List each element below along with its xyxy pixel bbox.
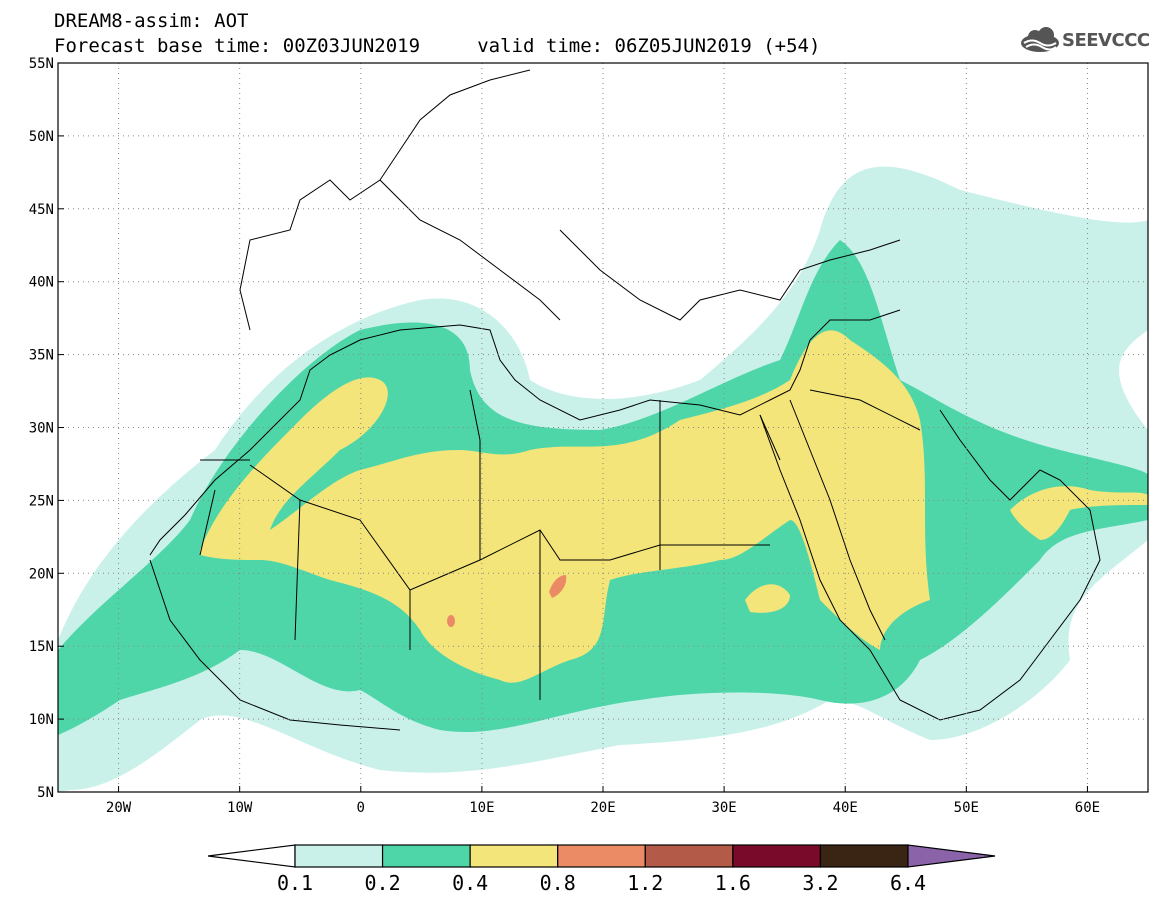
lat-label: 25N — [29, 493, 54, 509]
coastline-gulf-guinea — [149, 559, 401, 731]
colorbar-segment — [294, 844, 384, 868]
coastline-west-africa — [149, 309, 901, 556]
aot-band-0.8 — [447, 615, 455, 627]
longitude-labels: 20W 10W 0 10E 20E 30E 40E 50E 60E — [106, 800, 1100, 816]
coastline-europe — [239, 69, 901, 331]
aot-band-0.4 — [745, 584, 790, 613]
colorbar-segment — [469, 844, 559, 868]
lat-label: 45N — [29, 202, 54, 218]
lon-label: 50E — [954, 800, 979, 816]
lat-label: 50N — [29, 129, 54, 145]
colorbar-segment — [732, 844, 822, 868]
lon-label: 10W — [227, 800, 253, 816]
colorbar-segment — [644, 844, 734, 868]
seevccc-logo — [1021, 27, 1059, 52]
colorbar-high-arrow — [907, 844, 996, 868]
coastline-red-sea — [759, 399, 886, 651]
lon-label: 10E — [469, 800, 494, 816]
colorbar-label: 0.1 — [277, 871, 313, 895]
lat-label: 20N — [29, 566, 54, 582]
aot-band-0.4 — [200, 330, 930, 683]
aot-band-0.4 — [1010, 486, 1148, 540]
lat-label: 5N — [37, 785, 54, 801]
lat-label: 40N — [29, 275, 54, 291]
lat-label: 10N — [29, 712, 54, 728]
chart-title: DREAM8-assim: AOT — [54, 10, 249, 32]
colorbar-segment — [819, 844, 909, 868]
colorbar-label: 1.6 — [715, 871, 751, 895]
aot-band-0.8 — [549, 575, 567, 598]
country-borders — [199, 389, 921, 700]
colorbar-label: 3.2 — [802, 871, 838, 895]
lat-label: 15N — [29, 639, 54, 655]
colorbar-label: 1.2 — [627, 871, 663, 895]
coastlines-and-borders — [149, 69, 1101, 731]
lat-label: 35N — [29, 348, 54, 364]
lon-label: 40E — [833, 800, 858, 816]
colorbar-low-arrow — [207, 844, 296, 868]
lon-label: 20W — [106, 800, 132, 816]
forecast-time-subtitle: Forecast base time: 00Z03JUN2019 valid t… — [54, 35, 821, 57]
colorbar-label: 6.4 — [890, 871, 926, 895]
colorbar: 0.1 0.2 0.4 0.8 1.2 1.6 3.2 6.4 — [207, 844, 996, 895]
lat-label: 30N — [29, 421, 54, 437]
lon-label: 0 — [357, 800, 365, 816]
lon-label: 60E — [1075, 800, 1100, 816]
colorbar-segment — [381, 844, 471, 868]
colorbar-label: 0.4 — [452, 871, 488, 895]
axis-ticks — [58, 62, 1088, 793]
lon-label: 30E — [711, 800, 736, 816]
colorbar-label: 0.2 — [365, 871, 401, 895]
latitude-labels: 55N 50N 45N 40N 35N 30N 25N 20N 15N 10N 5N — [29, 56, 54, 801]
colorbar-segment — [557, 844, 646, 868]
logo-text: SEEVCCC — [1062, 30, 1150, 51]
lat-label: 55N — [29, 56, 54, 72]
colorbar-label: 0.8 — [540, 871, 576, 895]
lon-label: 20E — [590, 800, 615, 816]
coastline-arabia — [869, 409, 1101, 721]
aot-field — [58, 166, 1148, 792]
